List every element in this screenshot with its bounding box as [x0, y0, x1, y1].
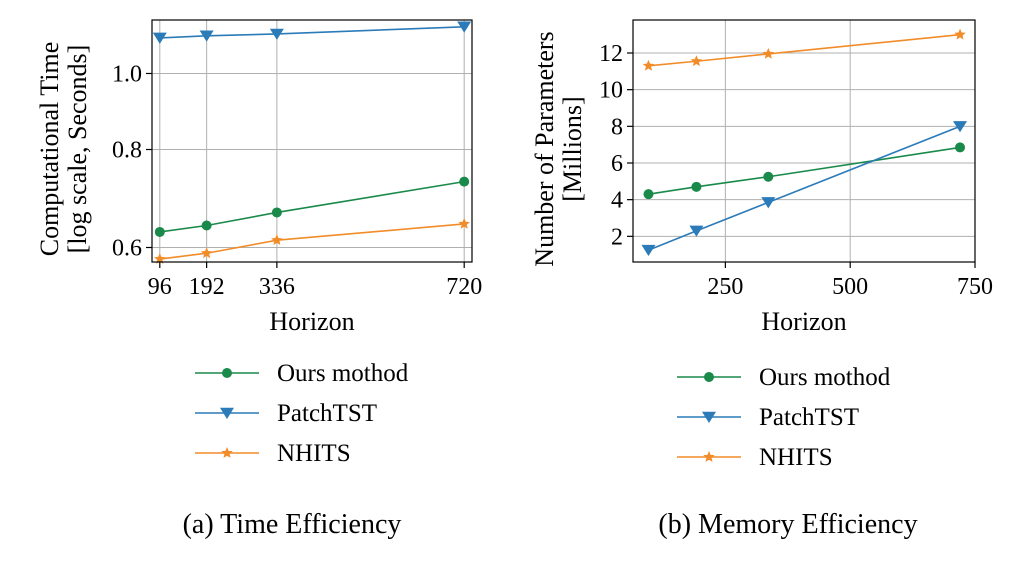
- legend-item-patchtst: PatchTST: [195, 400, 377, 427]
- data-point-nhits: [762, 47, 775, 59]
- legend-marker: [222, 368, 232, 378]
- data-point-patchtst: [689, 225, 704, 237]
- y-tick-label: 6: [611, 151, 623, 177]
- plot-area-a: [152, 21, 472, 264]
- axes-frame-b: [632, 19, 976, 263]
- series-line-patchtst: [648, 125, 961, 251]
- axes-frame-a: [151, 19, 473, 263]
- legend-item-ours: Ours mothod: [195, 360, 409, 387]
- data-point-ours: [271, 207, 282, 218]
- legend-marker: [704, 372, 714, 382]
- legend-marker: [702, 411, 716, 423]
- x-tick-label: 750: [957, 274, 993, 300]
- y-tick-label: 0.8: [112, 138, 142, 164]
- ticks-b: 250 500 750 2 4 6 8 10 12: [599, 41, 993, 300]
- data-point-patchtst: [953, 121, 968, 133]
- plot-area-b: [641, 28, 968, 257]
- ticks-a: 96 192 336 720 0.6 0.8 1.0: [112, 61, 482, 300]
- legend-label: NHITS: [759, 444, 833, 471]
- data-point-nhits: [271, 234, 283, 246]
- caption-a: (a) Time Efficiency: [183, 509, 402, 540]
- data-point-patchtst: [199, 30, 214, 42]
- y-axis-label-b-line1: Number of Parameters: [530, 31, 559, 266]
- data-point-nhits: [154, 253, 166, 264]
- data-point-nhits: [642, 59, 655, 71]
- data-point-nhits: [458, 217, 470, 229]
- x-tick-label: 192: [189, 274, 225, 300]
- y-tick-label: 2: [611, 224, 623, 250]
- legend-item-patchtst: PatchTST: [677, 404, 859, 431]
- legend-label: NHITS: [277, 440, 351, 467]
- y-axis-label-b-line2: [Millions]: [558, 96, 587, 201]
- legend-b: Ours mothod PatchTST NHITS: [677, 364, 891, 471]
- x-tick-label: 96: [148, 274, 172, 300]
- legend-marker: [221, 447, 233, 458]
- y-tick-label: 4: [611, 188, 623, 214]
- data-point-patchtst: [152, 32, 167, 44]
- y-axis-label-a-line1: Computational Time: [35, 42, 64, 257]
- x-axis-label-a: Horizon: [269, 307, 354, 336]
- data-point-ours: [955, 142, 966, 153]
- grid-a: [152, 20, 472, 262]
- y-tick-label: 10: [599, 78, 623, 104]
- y-tick-label: 8: [611, 114, 623, 140]
- y-tick-label: 12: [599, 41, 623, 67]
- x-tick-label: 720: [446, 274, 482, 300]
- legend-item-ours: Ours mothod: [677, 364, 891, 391]
- legend-item-nhits: NHITS: [677, 444, 833, 471]
- caption-b: (b) Memory Efficiency: [658, 509, 917, 540]
- series-line-ours: [648, 146, 961, 195]
- legend-label: Ours mothod: [759, 364, 891, 391]
- y-tick-label: 1.0: [112, 61, 142, 87]
- x-tick-label: 500: [832, 274, 868, 300]
- x-tick-label: 250: [707, 274, 743, 300]
- legend-marker: [220, 407, 234, 419]
- data-point-ours: [154, 226, 165, 237]
- series-line-ours: [159, 180, 465, 233]
- data-point-ours: [459, 176, 470, 187]
- y-tick-label: 0.6: [112, 236, 142, 262]
- data-point-ours: [691, 181, 702, 192]
- legend-a: Ours mothod PatchTST NHITS: [195, 360, 409, 467]
- data-point-patchtst: [457, 21, 472, 33]
- panel-memory-efficiency: 250 500 750 2 4 6 8 10 12 Horizon Number of Para…: [530, 19, 993, 540]
- data-point-patchtst: [641, 244, 656, 257]
- grid-b: [633, 20, 975, 262]
- legend-marker: [703, 451, 715, 462]
- data-point-nhits: [954, 28, 966, 40]
- x-axis-label-b: Horizon: [761, 307, 846, 336]
- series-line-patchtst: [159, 25, 465, 39]
- panel-time-efficiency: 96 192 336 720 0.6 0.8 1.0 Horizon Computation…: [35, 19, 482, 540]
- data-point-patchtst: [269, 28, 284, 40]
- series-line-nhits: [648, 33, 961, 67]
- y-axis-label-a-line2: [log scale, Seconds]: [63, 45, 92, 254]
- data-point-ours: [763, 171, 774, 182]
- data-point-patchtst: [761, 197, 776, 209]
- data-point-nhits: [690, 55, 703, 67]
- legend-item-nhits: NHITS: [195, 440, 351, 467]
- x-tick-label: 336: [259, 274, 295, 300]
- legend-label: PatchTST: [759, 404, 859, 431]
- data-point-nhits: [200, 247, 213, 259]
- legend-label: PatchTST: [277, 400, 377, 427]
- data-point-ours: [643, 189, 654, 200]
- series-line-nhits: [159, 223, 465, 260]
- legend-label: Ours mothod: [277, 360, 409, 387]
- data-point-ours: [201, 220, 212, 231]
